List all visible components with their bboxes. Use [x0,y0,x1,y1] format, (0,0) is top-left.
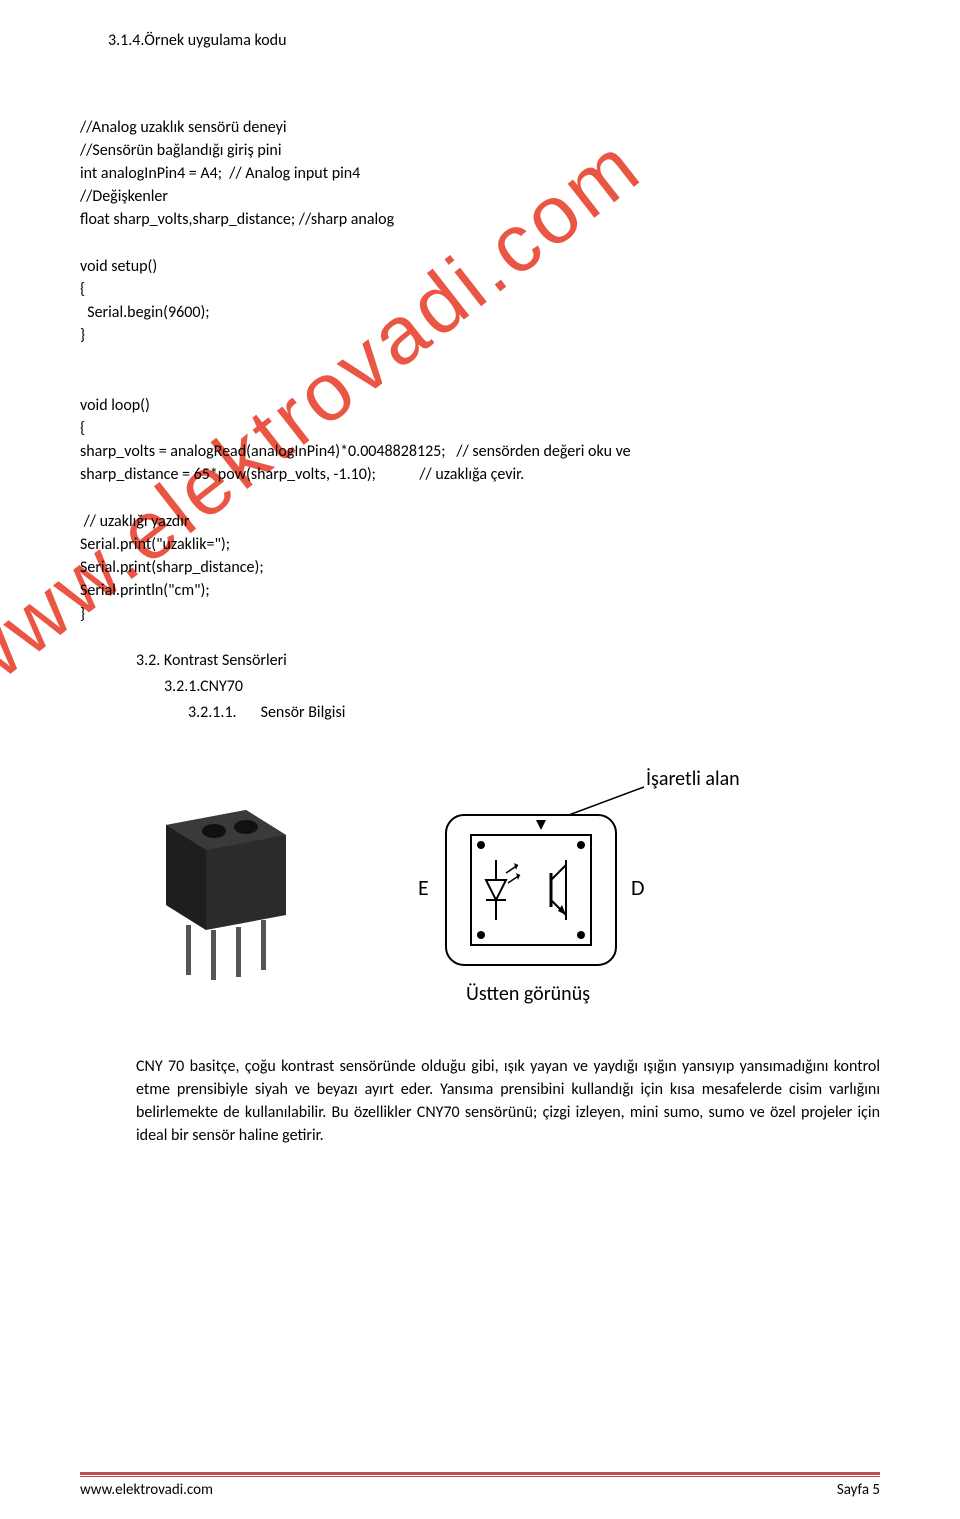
code-line: } [80,326,85,345]
sensor-3d-icon [136,785,316,985]
code-line: Serial.println("cm"); [80,581,210,600]
code-line: // uzaklığı yazdır [80,512,189,531]
code-line: void loop() [80,396,150,415]
code-line: { [80,280,85,299]
heading-number: 3.2.1.1. [188,702,237,724]
page-footer: www.elektrovadi.com Sayfa 5 [80,1472,880,1499]
label-d: D [631,874,645,901]
page-content: 3.1.4.Örnek uygulama kodu //Analog uzakl… [80,30,880,1148]
code-line: sharp_volts = analogRead(analogInPin4)*0… [80,442,631,461]
code-line: float sharp_volts,sharp_distance; //shar… [80,210,394,229]
code-line: Serial.begin(9600); [80,303,210,322]
label-ustten: Üstten görünüş [466,982,590,1005]
label-e: E [418,874,429,901]
code-line: Serial.print("uzaklik="); [80,535,230,554]
heading-3-1-4: 3.1.4.Örnek uygulama kodu [108,30,880,52]
heading-label: Sensör Bilgisi [261,702,346,724]
paragraph-cny70: CNY 70 basitçe, çoğu kontrast sensöründe… [136,1055,880,1148]
code-block: //Analog uzaklık sensörü deneyi //Sensör… [80,92,880,625]
code-line: //Sensörün bağlandığı giriş pini [80,141,282,160]
code-line: //Değişkenler [80,187,168,206]
label-isaretli-alan: İşaretli alan [646,767,740,791]
footer-rule [80,1472,880,1477]
code-line: { [80,419,85,438]
code-line: //Analog uzaklık sensörü deneyi [80,118,287,137]
figure-row: İşaretli alan [136,765,880,1005]
code-line: sharp_distance = 65*pow(sharp_volts, -1.… [80,465,524,484]
code-line: void setup() [80,257,157,276]
heading-3-2-1-1: 3.2.1.1. Sensör Bilgisi [188,702,880,724]
code-line: } [80,605,85,624]
sensor-schematic-icon: İşaretli alan [346,765,766,1005]
heading-3-2: 3.2. Kontrast Sensörleri [136,650,880,672]
code-line: Serial.print(sharp_distance); [80,558,264,577]
code-line: int analogInPin4 = A4; // Analog input p… [80,164,360,183]
footer-left: www.elektrovadi.com [80,1481,213,1499]
heading-3-2-1: 3.2.1.CNY70 [164,676,880,698]
footer-right: Sayfa 5 [837,1481,880,1499]
